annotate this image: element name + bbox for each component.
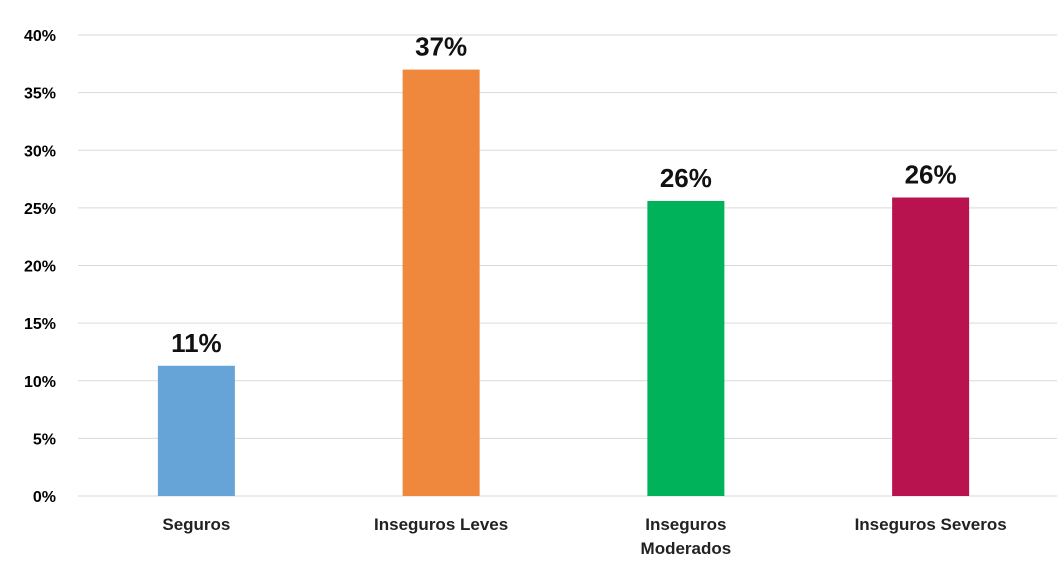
y-tick-label: 30% xyxy=(24,143,56,160)
y-tick-label: 5% xyxy=(33,431,56,448)
y-tick-label: 20% xyxy=(24,259,56,276)
category-label-line: Inseguros Severos xyxy=(855,515,1007,534)
y-tick-label: 10% xyxy=(24,374,56,391)
category-label: Inseguros Moderados xyxy=(641,515,732,558)
data-label: 26% xyxy=(660,163,712,193)
category-label-line: Seguros xyxy=(162,515,230,534)
y-tick-label: 35% xyxy=(24,86,56,103)
category-label-line: Inseguros Leves xyxy=(374,515,508,534)
bar-0 xyxy=(157,365,235,496)
bar-2 xyxy=(647,200,725,496)
data-label: 37% xyxy=(415,32,467,62)
bars xyxy=(157,69,970,496)
y-tick-label: 25% xyxy=(24,201,56,218)
y-tick-label: 0% xyxy=(33,489,56,506)
category-label-line: Inseguros xyxy=(645,515,726,534)
bar-3 xyxy=(892,197,970,496)
data-labels: 11% 37% 26% 26% xyxy=(171,32,957,358)
bar-1 xyxy=(402,69,480,496)
category-labels: Seguros Inseguros Leves Inseguros Moderados… xyxy=(162,515,1006,558)
data-label: 26% xyxy=(905,160,957,190)
category-label: Seguros xyxy=(162,515,230,534)
gridlines xyxy=(78,34,1057,497)
y-tick-label: 40% xyxy=(24,28,56,45)
y-tick-label: 15% xyxy=(24,316,56,333)
category-label-line: Moderados xyxy=(641,539,732,558)
category-label: Inseguros Leves xyxy=(374,515,508,534)
category-label: Inseguros Severos xyxy=(855,515,1007,534)
y-axis-tick-labels: 0% 5% 10% 15% 20% 25% 30% 35% 40% xyxy=(24,28,56,506)
data-label: 11% xyxy=(171,328,222,358)
